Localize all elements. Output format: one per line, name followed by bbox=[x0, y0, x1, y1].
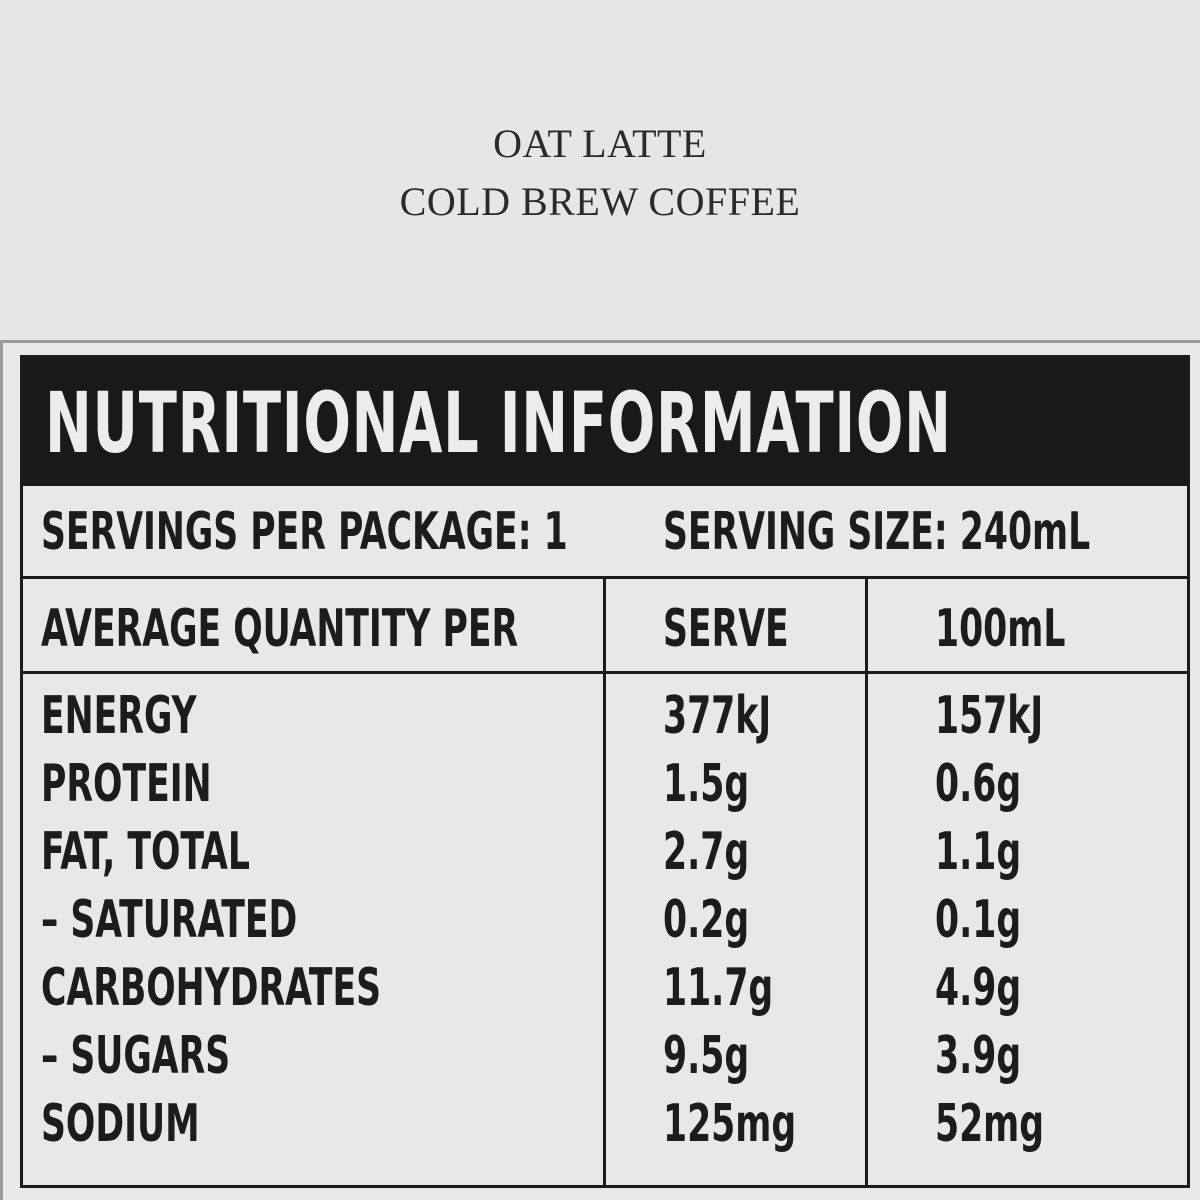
nutrient-per-serve: 11.7g bbox=[663, 958, 774, 1018]
column-divider-1 bbox=[603, 579, 606, 1185]
nutrient-name: – SATURATED bbox=[41, 890, 298, 950]
column-header-serve: SERVE bbox=[663, 599, 789, 659]
nutrient-per-100ml: 3.9g bbox=[935, 1026, 1022, 1086]
nutrition-title: NUTRITIONAL INFORMATION bbox=[45, 374, 952, 472]
nutrient-per-serve: 377kJ bbox=[663, 686, 772, 746]
nutrient-per-serve: 1.5g bbox=[663, 754, 750, 814]
nutrient-rows: ENERGY 377kJ 157kJ PROTEIN 1.5g 0.6g FAT… bbox=[23, 674, 1187, 1188]
table-row: FAT, TOTAL 2.7g 1.1g bbox=[23, 824, 1187, 892]
nutrition-panel: NUTRITIONAL INFORMATION SERVINGS PER PAC… bbox=[20, 355, 1190, 1188]
nutrient-per-serve: 2.7g bbox=[663, 822, 750, 882]
nutrient-per-100ml: 4.9g bbox=[935, 958, 1022, 1018]
table-row: SODIUM 125mg 52mg bbox=[23, 1096, 1187, 1164]
nutrient-per-100ml: 0.6g bbox=[935, 754, 1022, 814]
nutrient-name: FAT, TOTAL bbox=[41, 822, 250, 882]
nutrient-name: CARBOHYDRATES bbox=[41, 958, 382, 1018]
nutrient-per-100ml: 1.1g bbox=[935, 822, 1022, 882]
nutrient-name: ENERGY bbox=[41, 686, 197, 746]
servings-row: SERVINGS PER PACKAGE: 1 SERVING SIZE: 24… bbox=[23, 486, 1187, 579]
table-row: PROTEIN 1.5g 0.6g bbox=[23, 756, 1187, 824]
product-name: OAT LATTE COLD BREW COFFEE bbox=[0, 115, 1200, 231]
product-name-line-2: COLD BREW COFFEE bbox=[399, 179, 801, 224]
nutrient-name: SODIUM bbox=[41, 1094, 200, 1154]
table-row: – SATURATED 0.2g 0.1g bbox=[23, 892, 1187, 960]
table-row: CARBOHYDRATES 11.7g 4.9g bbox=[23, 960, 1187, 1028]
product-name-line-1: OAT LATTE bbox=[493, 121, 707, 166]
nutrient-per-serve: 0.2g bbox=[663, 890, 750, 950]
nutrient-per-100ml: 52mg bbox=[935, 1094, 1045, 1154]
table-header-row: AVERAGE QUANTITY PER SERVE 100mL bbox=[23, 579, 1187, 674]
nutrient-per-serve: 125mg bbox=[663, 1094, 797, 1154]
column-divider-2 bbox=[865, 579, 868, 1185]
nutrient-per-100ml: 0.1g bbox=[935, 890, 1022, 950]
column-header-per-100ml: 100mL bbox=[935, 599, 1066, 659]
column-header-quantity: AVERAGE QUANTITY PER bbox=[41, 599, 519, 659]
nutrient-name: PROTEIN bbox=[41, 754, 212, 814]
nutrient-per-serve: 9.5g bbox=[663, 1026, 750, 1086]
table-row: ENERGY 377kJ 157kJ bbox=[23, 688, 1187, 756]
table-row: – SUGARS 9.5g 3.9g bbox=[23, 1028, 1187, 1096]
nutrient-name: – SUGARS bbox=[41, 1026, 231, 1086]
nutrition-title-bar: NUTRITIONAL INFORMATION bbox=[23, 358, 1187, 486]
nutrient-per-100ml: 157kJ bbox=[935, 686, 1044, 746]
servings-per-package: SERVINGS PER PACKAGE: 1 bbox=[41, 502, 568, 562]
serving-size: SERVING SIZE: 240mL bbox=[663, 502, 1091, 562]
